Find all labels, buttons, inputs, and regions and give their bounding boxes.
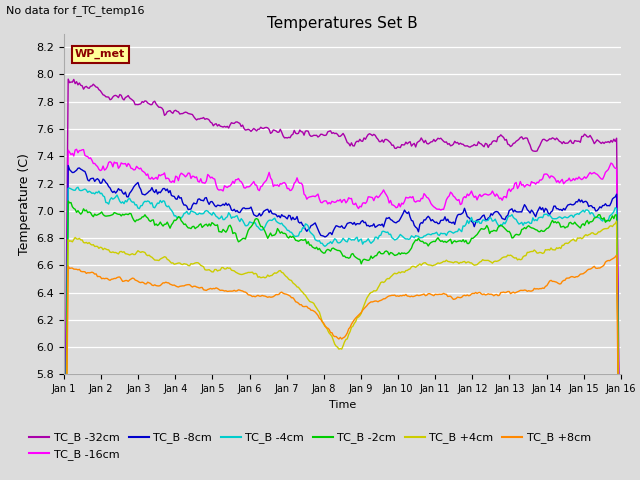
TC_B -16cm xyxy=(73,146,81,152)
Line: TC_B -2cm: TC_B -2cm xyxy=(64,201,621,480)
TC_B -32cm xyxy=(65,76,72,82)
TC_B -4cm xyxy=(463,217,471,223)
TC_B -8cm xyxy=(65,163,72,168)
Line: TC_B -32cm: TC_B -32cm xyxy=(64,79,621,480)
TC_B -4cm xyxy=(467,218,474,224)
Legend: TC_B -32cm, TC_B -16cm, TC_B -8cm, TC_B -4cm, TC_B -2cm, TC_B +4cm, TC_B +8cm: TC_B -32cm, TC_B -16cm, TC_B -8cm, TC_B … xyxy=(25,428,595,464)
TC_B -2cm xyxy=(282,231,290,237)
TC_B +8cm xyxy=(612,252,620,258)
TC_B -16cm xyxy=(463,191,471,197)
TC_B -8cm xyxy=(467,216,474,222)
TC_B -2cm xyxy=(467,239,474,244)
Y-axis label: Temperature (C): Temperature (C) xyxy=(18,153,31,255)
TC_B +4cm xyxy=(127,252,135,257)
TC_B +4cm xyxy=(465,259,472,265)
TC_B +8cm xyxy=(281,291,289,297)
Line: TC_B -4cm: TC_B -4cm xyxy=(64,187,621,480)
TC_B +4cm xyxy=(281,272,289,277)
TC_B -2cm xyxy=(463,240,471,246)
TC_B -32cm xyxy=(463,143,471,149)
TC_B -32cm xyxy=(412,144,419,150)
TC_B -16cm xyxy=(243,184,251,190)
TC_B +8cm xyxy=(410,293,418,299)
TC_B +8cm xyxy=(465,293,472,299)
Line: TC_B +4cm: TC_B +4cm xyxy=(64,221,621,480)
TC_B -16cm xyxy=(412,199,419,205)
Title: Temperatures Set B: Temperatures Set B xyxy=(267,16,418,31)
TC_B +8cm xyxy=(241,289,249,295)
TC_B -2cm xyxy=(129,215,136,220)
TC_B -8cm xyxy=(129,187,136,192)
TC_B -8cm xyxy=(243,205,251,211)
TC_B -32cm xyxy=(282,135,290,141)
TC_B -4cm xyxy=(243,223,251,228)
TC_B +4cm xyxy=(241,270,249,276)
TC_B -8cm xyxy=(412,224,419,230)
TC_B -32cm xyxy=(243,127,251,132)
TC_B -2cm xyxy=(243,232,251,238)
TC_B -4cm xyxy=(74,184,82,190)
TC_B -8cm xyxy=(463,214,471,219)
TC_B -16cm xyxy=(129,166,136,171)
Line: TC_B -8cm: TC_B -8cm xyxy=(64,166,621,480)
TC_B -32cm xyxy=(467,144,474,150)
TC_B -2cm xyxy=(412,237,419,243)
TC_B -4cm xyxy=(282,225,290,231)
TC_B +4cm xyxy=(462,260,470,266)
TC_B -2cm xyxy=(65,198,72,204)
Text: No data for f_TC_temp16: No data for f_TC_temp16 xyxy=(6,5,145,16)
TC_B -4cm xyxy=(412,233,419,239)
Text: WP_met: WP_met xyxy=(75,49,125,59)
Line: TC_B +8cm: TC_B +8cm xyxy=(64,255,621,480)
TC_B -16cm xyxy=(282,181,290,187)
TC_B -16cm xyxy=(467,191,474,197)
TC_B +4cm xyxy=(612,218,620,224)
TC_B +4cm xyxy=(410,264,418,269)
Line: TC_B -16cm: TC_B -16cm xyxy=(64,149,621,480)
TC_B +8cm xyxy=(127,276,135,282)
TC_B +8cm xyxy=(462,293,470,299)
TC_B -32cm xyxy=(129,97,136,103)
X-axis label: Time: Time xyxy=(329,400,356,409)
TC_B -4cm xyxy=(129,199,136,205)
TC_B -8cm xyxy=(282,215,290,220)
